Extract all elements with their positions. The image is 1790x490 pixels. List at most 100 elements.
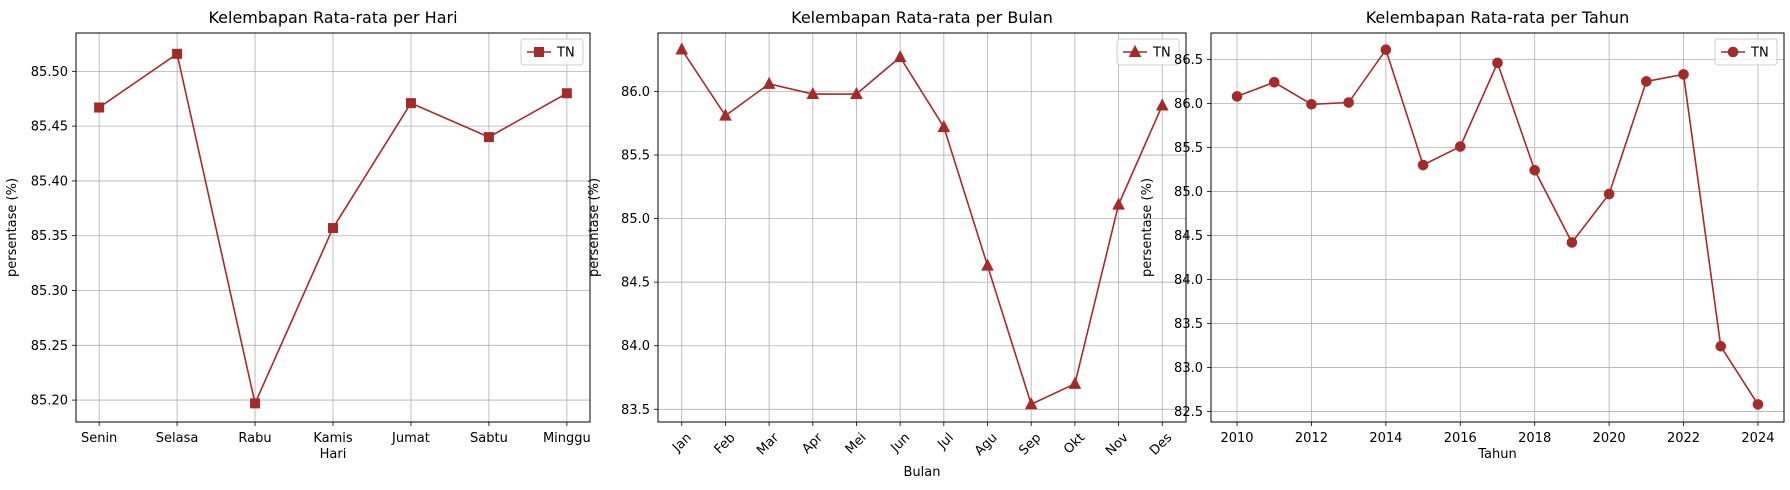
y-tick-label: 85.50 [31, 65, 68, 80]
x-tick-label: Feb [712, 430, 739, 457]
chart-1: Senin Selasa Rabu Kamis Jumat Sabtu Minggu 85.2… [5, 8, 591, 462]
chart-title: Kelembapan Rata-rata per Tahun [1366, 8, 1630, 27]
data-point [405, 98, 416, 109]
x-tick-label: 2018 [1518, 431, 1551, 446]
data-point [719, 108, 732, 121]
x-tick-label: Nov [1103, 430, 1132, 459]
x-tick-label: 2024 [1741, 431, 1774, 446]
data-point [762, 76, 776, 89]
data-point [561, 88, 572, 99]
x-tick-label: Jun [888, 430, 914, 456]
legend-label: TN [1750, 46, 1769, 61]
data-point [1343, 97, 1354, 108]
x-tick-label: Selasa [156, 431, 199, 446]
x-tick-label: Okt [1061, 430, 1088, 457]
legend-label: TN [1152, 46, 1171, 61]
y-tick-label: 85.0 [1174, 185, 1203, 200]
x-tick-label: Jumat [391, 431, 430, 446]
data-point [1417, 159, 1429, 171]
x-tick-label: Des [1147, 430, 1175, 458]
y-tick-label: 84.0 [1174, 273, 1203, 288]
data-point [94, 102, 105, 113]
legend-label: TN [556, 46, 575, 61]
legend: TN [1116, 38, 1180, 66]
series-1 [675, 42, 1169, 410]
y-tick-label: 83.5 [1174, 317, 1203, 332]
data-point [250, 398, 261, 409]
y-tick-label: 84.5 [1174, 229, 1203, 244]
data-point [806, 86, 820, 100]
y-tick-label: 86.0 [621, 85, 650, 100]
data-point [1380, 44, 1392, 56]
grid [1211, 33, 1784, 422]
data-point [1752, 399, 1764, 410]
chart-2: Jan Feb Mar Apr Mei Jun Jul Agu Sep Okt Nov Des 83.5… [587, 8, 1187, 480]
y-tick-label: 84.0 [621, 339, 650, 354]
data-point [1603, 188, 1615, 200]
data-point [1566, 237, 1578, 248]
x-tick-label: 2022 [1667, 431, 1700, 446]
data-point [850, 86, 863, 100]
data-point [937, 119, 951, 133]
x-tick-label: Jan [669, 430, 694, 455]
data-point [1155, 98, 1169, 111]
series-1 [1231, 44, 1764, 410]
data-point [981, 258, 994, 271]
legend-box [1714, 38, 1778, 66]
plot-frame [1210, 32, 1785, 423]
y-tick-label: 85.0 [621, 212, 650, 227]
x-tick-label: 2016 [1444, 431, 1477, 446]
legend-marker [1727, 46, 1739, 58]
x-tick-label: Sabtu [470, 431, 508, 446]
data-point [1231, 91, 1243, 102]
legend: TN [1714, 38, 1778, 66]
y-tick-label: 85.20 [31, 394, 68, 409]
x-tick-label: 2020 [1593, 431, 1626, 446]
grid [76, 33, 590, 422]
data-point [1529, 164, 1541, 176]
x-tick-label: Minggu [543, 431, 591, 446]
x-tick-label: 2010 [1220, 431, 1253, 446]
y-axis-label: persentase (%) [587, 178, 602, 277]
y-tick-label: 83.5 [621, 403, 650, 418]
data-point [172, 48, 183, 59]
y-tick-label: 86.0 [1174, 97, 1203, 112]
x-tick-label: Senin [81, 431, 117, 446]
data-point [1268, 76, 1280, 88]
chart-title: Kelembapan Rata-rata per Hari [208, 8, 457, 27]
y-axis-label: persentase (%) [1140, 178, 1155, 277]
data-point [1678, 69, 1689, 80]
data-point [1306, 98, 1317, 110]
data-point [1641, 76, 1652, 87]
y-tick-label: 85.30 [31, 284, 68, 299]
data-point [1454, 141, 1466, 152]
x-tick-label: Rabu [238, 431, 271, 446]
plot-frame [657, 32, 1187, 423]
x-tick-label: Mei [843, 430, 870, 457]
chart-title: Kelembapan Rata-rata per Bulan [791, 8, 1053, 27]
series-line [681, 49, 1163, 406]
y-tick-label: 85.5 [621, 149, 650, 164]
legend-marker [534, 47, 544, 57]
data-point [1024, 397, 1038, 410]
y-tick-label: 85.35 [31, 229, 68, 244]
x-tick-label: 2012 [1295, 431, 1328, 446]
data-point [1715, 341, 1727, 352]
data-point [1112, 197, 1125, 210]
chart-3: 2010 2012 2014 2016 2018 2020 2022 2024 82.5 83.0… [1140, 8, 1785, 462]
legend-box [520, 38, 584, 66]
x-tick-label: Mar [754, 430, 782, 458]
y-tick-label: 82.5 [1174, 405, 1203, 420]
y-tick-label: 85.45 [31, 120, 68, 135]
data-point [1492, 57, 1503, 69]
data-point [675, 42, 689, 55]
data-point [328, 223, 338, 234]
y-tick-label: 85.25 [31, 339, 68, 354]
data-point [893, 50, 907, 63]
x-tick-label: Jul [934, 430, 956, 452]
x-tick-label: Sep [1016, 430, 1044, 458]
x-tick-label: 2014 [1369, 431, 1402, 446]
series-1 [94, 48, 572, 409]
grid [658, 33, 1186, 422]
